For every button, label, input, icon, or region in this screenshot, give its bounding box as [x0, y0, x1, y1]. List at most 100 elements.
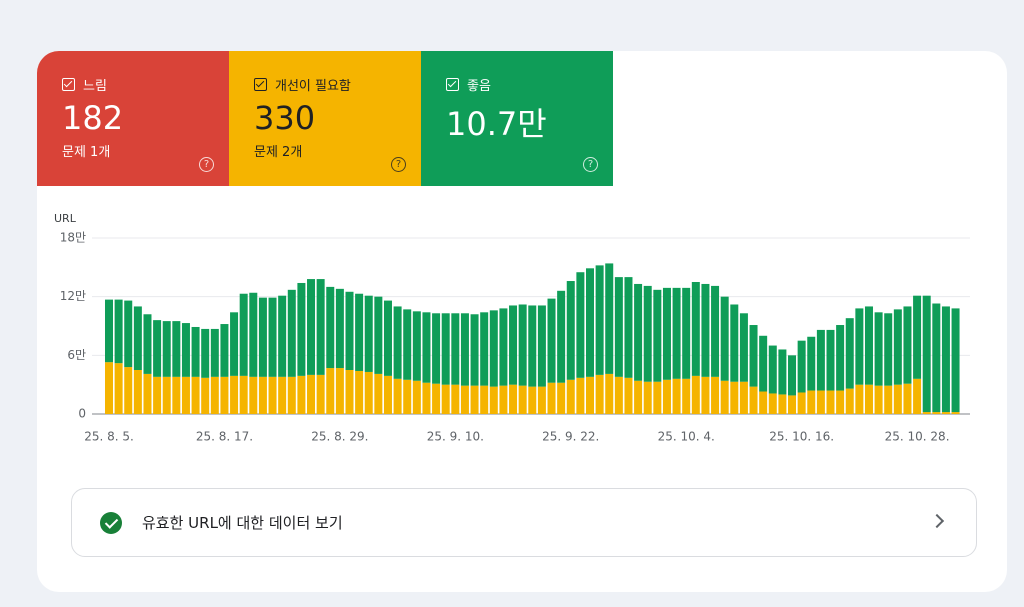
- bar-segment: [720, 380, 729, 414]
- bar-segment: [220, 324, 229, 377]
- bar-segment: [730, 304, 739, 382]
- bar-segment: [586, 376, 594, 414]
- bar-segment: [412, 311, 421, 381]
- bar-segment: [566, 379, 575, 414]
- bar-segment: [403, 379, 412, 414]
- bar-segment: [191, 326, 200, 377]
- bar-segment: [893, 384, 902, 414]
- bar-segment: [499, 385, 508, 414]
- tile-label: 개선이 필요함: [275, 78, 351, 94]
- bar-segment: [268, 297, 277, 377]
- tile-issues: 문제 2개: [254, 145, 303, 160]
- checkbox[interactable]: [62, 77, 75, 91]
- bar-segment: [768, 393, 777, 414]
- bar-segment: [499, 308, 508, 386]
- bar-segment: [884, 313, 893, 386]
- x-tick-label: 25. 8. 5.: [84, 430, 134, 444]
- bar-segment: [874, 385, 883, 414]
- tile-needs-improvement[interactable]: 개선이 필요함 330 문제 2개 ?: [229, 51, 421, 186]
- bar-segment: [739, 381, 748, 414]
- bar-segment: [181, 376, 190, 414]
- y-axis-label: URL: [54, 212, 77, 225]
- bar-segment: [403, 309, 412, 380]
- bar-segment: [845, 318, 854, 389]
- bar-segment: [653, 289, 662, 382]
- bar-segment: [922, 295, 931, 413]
- bar-segment: [643, 285, 652, 382]
- bar-segment: [374, 296, 383, 374]
- y-tick-label: 6만: [67, 348, 86, 362]
- bar-segment: [807, 336, 816, 391]
- x-tick-label: 25. 10. 4.: [658, 430, 715, 444]
- bar-segment: [355, 293, 364, 371]
- bar-segment: [287, 376, 296, 414]
- bar-segment: [335, 368, 344, 414]
- bar-segment: [941, 412, 950, 414]
- bar-segment: [557, 290, 566, 383]
- checkbox[interactable]: [254, 77, 267, 91]
- help-icon[interactable]: ?: [199, 157, 214, 172]
- bar-segment: [605, 263, 614, 374]
- chevron: [929, 513, 945, 529]
- bar-segment: [730, 381, 739, 414]
- bar-segment: [480, 312, 489, 386]
- bar-segment: [441, 313, 450, 385]
- bar-segment: [691, 375, 700, 414]
- tile-label-row: 개선이 필요함: [254, 75, 421, 94]
- checkbox[interactable]: [446, 77, 459, 91]
- bar-segment: [682, 287, 691, 379]
- chart: URL 0 6만 12만 18만 25. 8. 5. 25. 8. 17. 25. 8. 2…: [54, 212, 970, 444]
- bar-segment: [893, 309, 902, 385]
- bar-segment: [595, 374, 604, 414]
- bar-segment: [355, 370, 364, 414]
- bar-segment: [181, 323, 190, 377]
- bar-segment: [537, 386, 546, 414]
- bar-segment: [114, 363, 123, 414]
- bar-segment: [470, 385, 479, 414]
- bar-segment: [191, 376, 200, 414]
- bar-segment: [634, 283, 643, 381]
- bar-segment: [364, 295, 373, 372]
- bar-segment: [114, 299, 123, 364]
- bar-segment: [412, 380, 421, 414]
- help-icon[interactable]: ?: [391, 157, 406, 172]
- bar-segment: [586, 268, 594, 377]
- x-tick-label: 25. 10. 28.: [885, 430, 950, 444]
- bar-segment: [701, 283, 710, 377]
- bar-segment: [518, 385, 527, 414]
- x-tick-label: 25. 9. 10.: [427, 430, 484, 444]
- bar-segment: [201, 377, 210, 414]
- bar-segment: [864, 384, 873, 414]
- bar-segment: [547, 298, 556, 383]
- tile-label: 좋음: [467, 78, 491, 94]
- bar-segment: [316, 374, 325, 414]
- bar-segment: [451, 384, 460, 414]
- bar-segment: [210, 328, 219, 377]
- bar-segment: [258, 376, 267, 414]
- view-data-link[interactable]: 유효한 URL에 대한 데이터 보기: [71, 488, 977, 557]
- bar-segment: [105, 362, 113, 414]
- bar-segment: [422, 312, 431, 383]
- bar-segment: [855, 308, 864, 385]
- x-tick-label: 25. 9. 22.: [542, 430, 599, 444]
- bar-segment: [143, 373, 152, 414]
- bar-segment: [662, 379, 671, 414]
- bar-segment: [816, 329, 825, 391]
- bar-segment: [509, 305, 518, 385]
- bar-segment: [778, 349, 787, 395]
- bar-segment: [268, 376, 277, 414]
- bar-segment: [249, 292, 258, 377]
- tile-good[interactable]: 좋음 10.7만 ?: [421, 51, 613, 186]
- bar-segment: [826, 390, 835, 414]
- bar-segment: [383, 300, 392, 376]
- bar-segment: [836, 325, 845, 391]
- bar-segment: [249, 376, 258, 414]
- bar-segment: [941, 306, 950, 413]
- tile-value: 182: [62, 99, 124, 137]
- bar-segment: [307, 279, 316, 375]
- bar-segment: [143, 314, 152, 374]
- tile-poor[interactable]: 느림 182 문제 1개 ?: [37, 51, 229, 186]
- bar-segment: [691, 282, 700, 376]
- help-icon[interactable]: ?: [583, 157, 598, 172]
- tile-label-row: 느림: [62, 75, 229, 94]
